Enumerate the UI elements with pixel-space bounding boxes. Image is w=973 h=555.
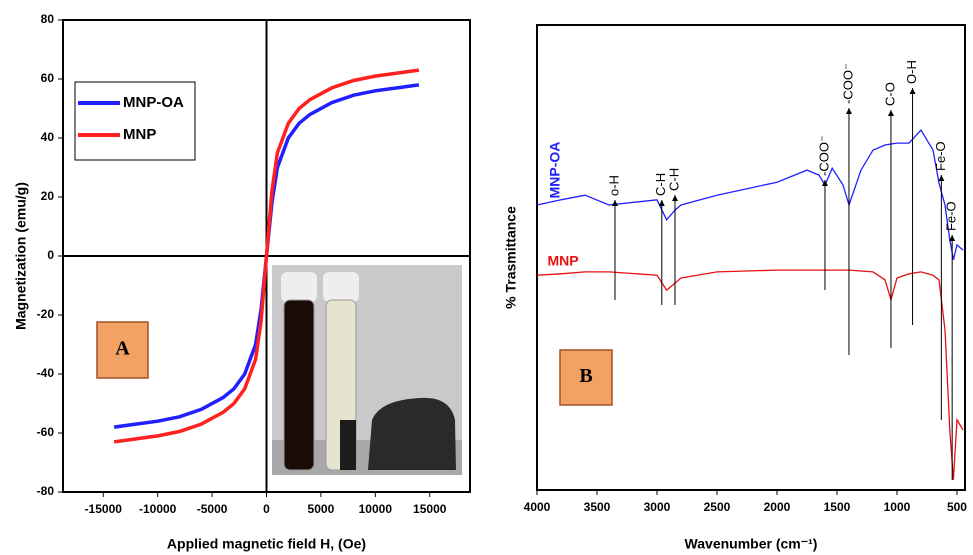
- legend-label: MNP: [123, 126, 156, 143]
- peak-label: C-O: [882, 82, 897, 106]
- arrow-head: [671, 195, 678, 201]
- x-tick-label: 1500: [824, 500, 851, 514]
- panel-badge: [559, 349, 613, 406]
- arrow-head: [821, 180, 828, 186]
- x-tick-label: 2000: [764, 500, 791, 514]
- y-tick-label: -40: [37, 366, 55, 380]
- x-tick-label: -5000: [197, 502, 228, 516]
- y-axis-label: % Trasmittance: [503, 206, 519, 309]
- x-tick-label: 4000: [524, 500, 551, 514]
- y-tick-label: 20: [41, 189, 55, 203]
- peak-label: C-H: [666, 168, 681, 191]
- series-line: [113, 68, 420, 444]
- peak-label: o-H: [606, 175, 621, 196]
- y-tick-label: -20: [37, 307, 55, 321]
- x-tick-label: 2500: [704, 500, 731, 514]
- arrow-head: [909, 88, 916, 94]
- panel-letter: A: [115, 338, 130, 360]
- x-axis-label: Applied magnetic field H, (Oe): [167, 536, 366, 552]
- y-tick-label: 60: [41, 71, 55, 85]
- x-tick-label: -15000: [85, 502, 123, 516]
- x-tick-label: 10000: [359, 502, 393, 516]
- x-tick-label: 1000: [884, 500, 911, 514]
- y-tick-label: -60: [37, 425, 55, 439]
- legend-label: MNP-OA: [123, 94, 184, 111]
- y-tick-label: 40: [41, 130, 55, 144]
- peak-label: -COO⁻: [816, 135, 831, 176]
- peak-label: Fe-O: [944, 201, 959, 231]
- x-tick-label: 500: [947, 500, 967, 514]
- x-tick-label: 3000: [644, 500, 671, 514]
- panel-letter: B: [579, 365, 592, 387]
- arrow-head: [887, 110, 894, 116]
- y-axis-label: Magnetization (emu/g): [13, 182, 29, 330]
- x-axis-label: Wavenumber (cm⁻¹): [685, 536, 818, 552]
- y-tick-label: -80: [37, 484, 55, 498]
- x-tick-label: 3500: [584, 500, 611, 514]
- series-label: MNP: [547, 253, 578, 269]
- peak-label: -COO⁻: [840, 63, 855, 104]
- series-line: [536, 269, 964, 480]
- plot-frame: [536, 24, 966, 491]
- peak-label: O-H: [904, 60, 919, 84]
- x-tick-label: 15000: [413, 502, 447, 516]
- arrow-head: [658, 200, 665, 206]
- arrow-head: [611, 200, 618, 206]
- arrow-head: [938, 175, 945, 181]
- x-tick-label: -10000: [139, 502, 177, 516]
- series-label: MNP-OA: [547, 142, 563, 199]
- panel-badge: [96, 321, 149, 379]
- peak-label: C-H: [653, 173, 668, 196]
- arrow-head: [949, 235, 956, 241]
- photo-inset: [272, 265, 462, 475]
- series-line: [536, 129, 964, 260]
- peak-label: Fe-O: [933, 141, 948, 171]
- x-tick-label: 0: [263, 502, 270, 516]
- x-tick-label: 5000: [308, 502, 335, 516]
- legend-box: [74, 81, 196, 161]
- y-tick-label: 80: [41, 12, 55, 26]
- arrow-head: [845, 108, 852, 114]
- y-tick-label: 0: [47, 248, 54, 262]
